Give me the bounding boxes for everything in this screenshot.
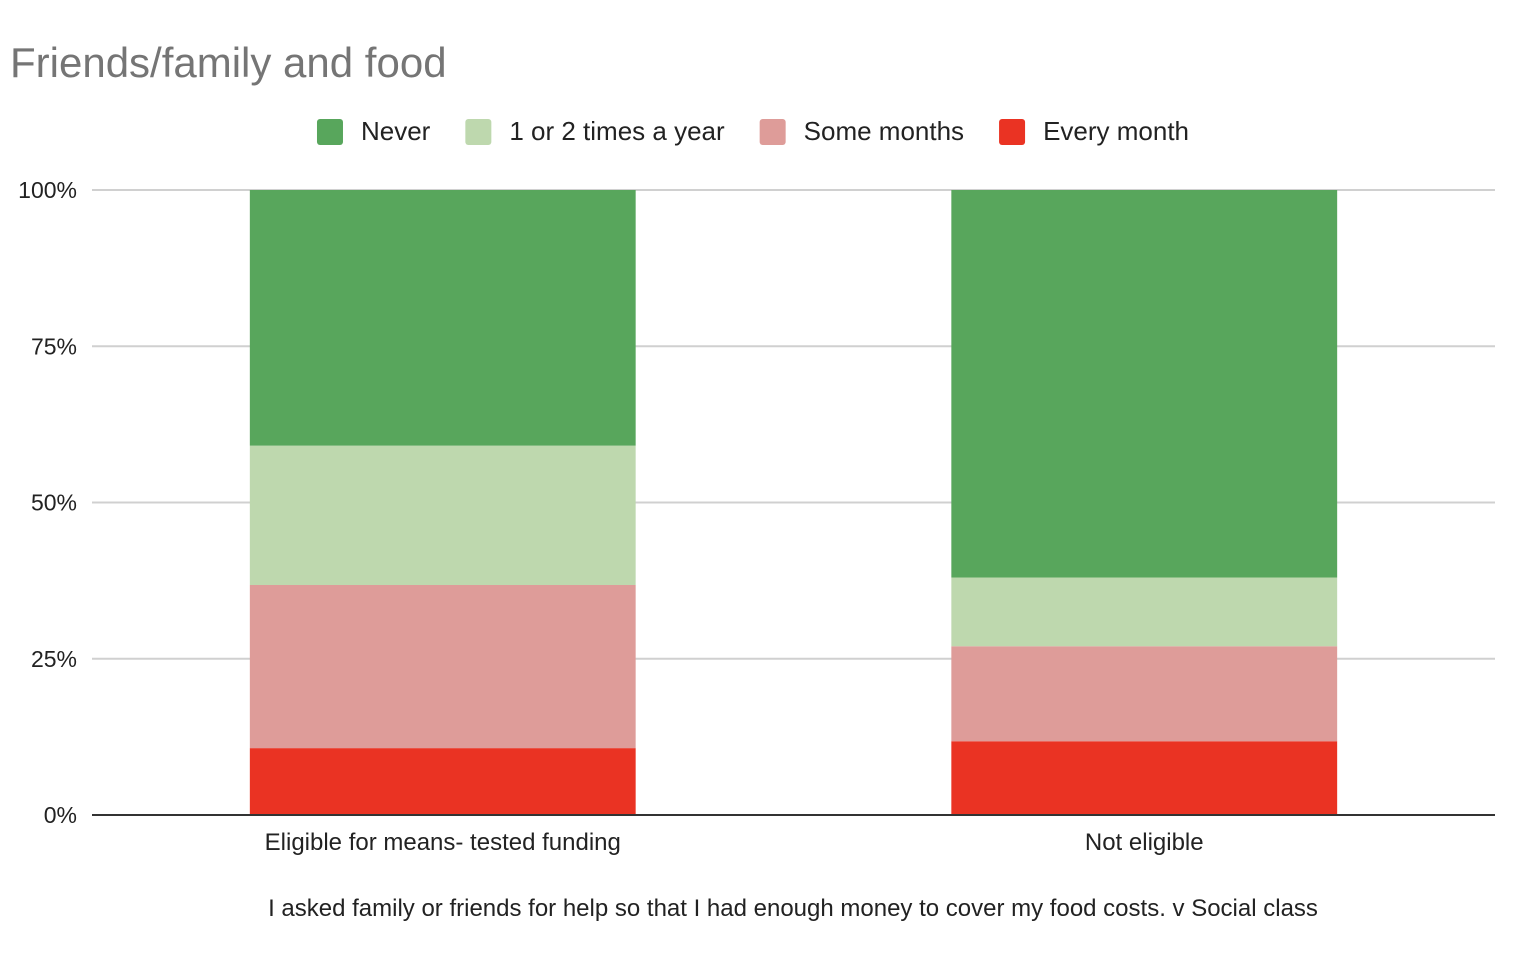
legend-item: Some months xyxy=(759,116,964,146)
legend-label: Every month xyxy=(1043,116,1189,146)
bar-segment xyxy=(249,190,636,446)
legend-item: Never xyxy=(316,116,431,146)
bar-segment xyxy=(951,190,1338,578)
bar-segment xyxy=(249,585,636,749)
y-tick-label: 75% xyxy=(31,333,77,359)
legend-swatch xyxy=(465,119,492,145)
x-tick-label: Eligible for means- tested funding xyxy=(265,829,621,856)
legend-swatch xyxy=(999,119,1026,145)
y-axis-ticks: 0% 25% 50% 75% 100% xyxy=(18,177,77,828)
legend-swatch xyxy=(759,119,786,145)
x-tick-label: Not eligible xyxy=(1085,829,1204,856)
bar-segment xyxy=(951,741,1338,815)
legend-label: 1 or 2 times a year xyxy=(509,116,725,146)
legend-label: Some months xyxy=(804,116,964,146)
legend-swatch xyxy=(316,119,343,145)
chart-title: Friends/family and food xyxy=(10,39,447,86)
legend-item: Every month xyxy=(999,116,1189,146)
legend-label: Never xyxy=(361,116,431,146)
x-axis-title: I asked family or friends for help so th… xyxy=(268,895,1318,922)
bar-segment xyxy=(951,577,1338,647)
bar-segment xyxy=(951,646,1338,742)
y-tick-label: 100% xyxy=(18,177,77,203)
legend: Never 1 or 2 times a year Some months Every… xyxy=(316,116,1189,146)
x-axis-ticks: Eligible for means- tested funding Not el… xyxy=(265,829,1204,856)
bar-segment xyxy=(249,445,636,585)
bar-segment xyxy=(249,748,636,815)
y-tick-label: 50% xyxy=(31,490,77,516)
y-tick-label: 0% xyxy=(44,802,77,828)
bars xyxy=(249,190,1338,815)
legend-item: 1 or 2 times a year xyxy=(465,116,725,146)
y-tick-label: 25% xyxy=(31,646,77,672)
